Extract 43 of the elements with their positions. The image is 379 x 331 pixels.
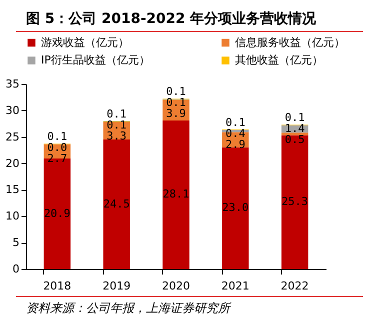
legend-label: 信息服务收益（亿元） [235,36,345,49]
legend-label: 其他收益（亿元） [235,54,323,66]
data-label: 28.1 [162,188,190,201]
bar [281,132,308,136]
x-tick-label: 2020 [162,280,190,292]
data-label: 0.1 [166,85,186,98]
y-tick-label: 35 [6,78,20,90]
y-tick-label: 0 [12,262,20,276]
data-label: 0.1 [166,96,186,110]
text: 资料来源：公司年报，上海证券研究所 [16,296,363,317]
data-label: 0.0 [47,141,68,154]
legend-label: 游戏收益（亿元） [41,36,129,49]
x-tick-label: 2018 [43,280,72,292]
y-tick-label: 30 [6,104,20,117]
data-label: 25.3 [282,195,308,208]
data-label: 3.9 [166,107,186,120]
data-label: 0.1 [225,116,246,129]
data-label: 24.5 [103,197,130,210]
x-tick-label: 2022 [280,280,309,292]
data-label: 20.9 [44,206,70,220]
data-label: 1.4 [284,122,306,136]
x-tick-label: 2021 [221,280,250,292]
legend-label: IP衍生品收益（亿元） [41,54,150,66]
data-label: 0.1 [106,118,127,132]
y-tick-label: 15 [6,183,20,196]
bar [281,135,308,269]
bar [162,120,190,269]
bar [222,147,249,269]
x-tick-label: 2019 [102,280,131,292]
bar [103,140,130,269]
data-label: 0.4 [225,126,246,140]
y-tick-label: 25 [6,130,20,144]
data-label: 0.1 [284,111,305,124]
data-label: 2.9 [225,138,246,151]
data-label: 0.1 [106,107,127,120]
y-tick-label: 10 [6,210,20,223]
chart-title: 图 5：公司 2018-2022 年分项业务营收情况 [16,10,363,32]
data-label: 0.1 [47,130,68,144]
data-label: 3.3 [106,129,127,142]
y-tick-label: 5 [12,236,20,250]
data-label: 0.5 [284,133,305,146]
y-tick-label: 20 [6,156,20,170]
data-label: 23.0 [222,201,249,214]
